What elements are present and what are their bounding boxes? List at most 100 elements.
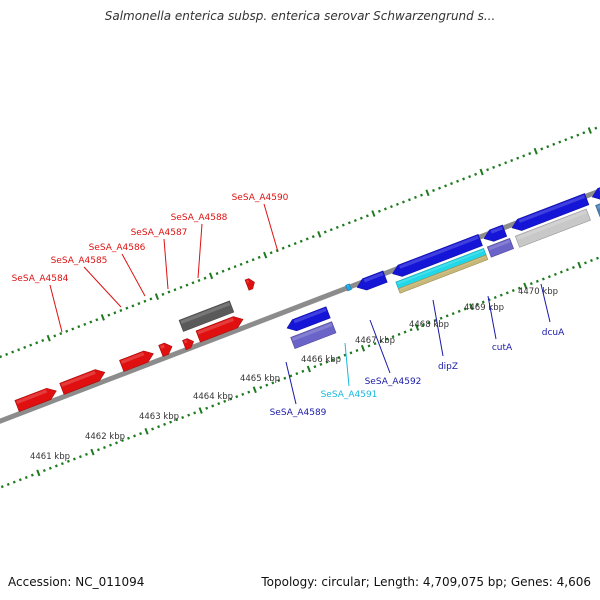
ruler-tick	[46, 334, 51, 342]
gene-highlight	[596, 204, 600, 209]
ruler-tick	[474, 172, 478, 176]
ruler-tick	[577, 261, 582, 269]
ruler-tick	[109, 443, 112, 447]
gene-highlight	[516, 210, 587, 240]
ruler-tick	[259, 385, 263, 389]
ruler-tick	[198, 407, 203, 414]
ruler-tick	[211, 404, 215, 408]
gene-highlight	[363, 272, 384, 283]
ruler-tick	[510, 158, 514, 162]
ruler-tick	[433, 319, 437, 323]
ruler-tick	[546, 145, 550, 149]
gene-highlight	[197, 317, 234, 335]
ruler-tick	[121, 439, 124, 443]
ruler-tick	[511, 289, 515, 293]
gene-label-dcua: dcuA	[542, 328, 565, 338]
ruler-tick	[583, 261, 587, 265]
ruler-tick	[587, 127, 592, 134]
gene-label-cuta: cutA	[492, 343, 513, 353]
gene-block	[244, 278, 255, 291]
label-leader-line	[285, 361, 297, 405]
ruler-tick	[329, 228, 333, 232]
ruler-tick	[505, 291, 509, 295]
kbp-label: 4464 kbp	[193, 392, 233, 402]
ruler-tick	[359, 216, 363, 220]
ruler-tick	[564, 138, 568, 142]
gene-block	[511, 193, 590, 231]
ruler-tick	[217, 402, 221, 406]
ruler-tick	[60, 462, 64, 466]
ruler-tick	[504, 161, 508, 165]
ruler-tick	[137, 302, 141, 306]
ruler-tick	[169, 420, 173, 424]
ruler-tick	[401, 200, 405, 204]
ruler-tick	[305, 237, 309, 241]
pseudogene-block	[178, 300, 235, 332]
ruler-tick	[371, 210, 376, 217]
gene-block	[595, 203, 600, 217]
gene-highlight	[246, 279, 250, 284]
ruler-tick	[154, 293, 160, 300]
gene-highlight	[61, 370, 96, 387]
ruler-tick	[451, 312, 455, 316]
gene-block	[356, 270, 388, 291]
gene-block	[486, 237, 515, 258]
ruler-tick	[462, 177, 466, 181]
gene-highlight	[180, 302, 231, 324]
gene-block	[290, 321, 337, 350]
label-leader-line	[344, 342, 350, 387]
ruler-tick	[528, 152, 532, 156]
ruler-tick	[529, 282, 533, 286]
genome-summary: Topology: circular; Length: 4,709,075 bp…	[261, 575, 591, 589]
ruler-tick	[432, 188, 435, 192]
ruler-tick	[409, 328, 413, 332]
ruler-tick	[335, 225, 339, 229]
label-leader-line	[263, 203, 279, 253]
gene-label-sesa_a4584: SeSA_A4584	[12, 274, 69, 284]
ruler-tick	[379, 339, 383, 343]
gene-block	[483, 224, 508, 242]
ruler-tick	[389, 205, 393, 209]
ruler-tick	[151, 427, 155, 431]
ruler-tick	[553, 272, 557, 276]
ruler-tick	[30, 473, 34, 477]
gene-highlight	[490, 226, 504, 234]
ruler-tick	[6, 482, 10, 486]
gene-label-sesa_a4590: SeSA_A4590	[232, 193, 289, 203]
ruler-tick	[397, 332, 401, 336]
ruler-tick	[229, 397, 233, 401]
kbp-label: 4465 kbp	[240, 374, 280, 384]
ruler-tick	[425, 189, 430, 197]
ruler-tick	[365, 214, 369, 218]
ruler-tick	[227, 267, 231, 271]
ruler-tick	[552, 142, 556, 146]
gene-block	[286, 306, 331, 332]
ruler-tick	[89, 320, 93, 324]
ruler-tick	[233, 265, 237, 269]
ruler-tick	[373, 342, 377, 346]
ruler-tick	[277, 379, 281, 383]
ruler-tick	[313, 365, 317, 369]
kbp-label: 4470 kbp	[518, 287, 558, 297]
forward-ruler	[0, 126, 598, 359]
label-leader-line	[487, 295, 497, 340]
ruler-tick	[547, 275, 551, 279]
kbp-label: 4469 kbp	[464, 303, 504, 313]
ruler-tick	[590, 259, 593, 263]
gene-block	[195, 316, 244, 343]
ruler-tick	[269, 251, 273, 255]
gene-highlight	[16, 389, 48, 405]
ruler-tick	[360, 344, 366, 352]
ruler-tick	[325, 360, 329, 364]
ruler-tick	[24, 475, 28, 479]
ruler-tick	[157, 425, 161, 429]
ruler-tick	[113, 311, 117, 315]
gene-block	[14, 387, 57, 413]
ruler-tick	[533, 147, 538, 155]
ruler-tick	[41, 338, 45, 343]
ruler-tick	[391, 335, 395, 339]
ruler-tick	[191, 281, 195, 285]
kbp-label: 4466 kbp	[301, 355, 341, 365]
ruler-tick	[463, 307, 467, 311]
